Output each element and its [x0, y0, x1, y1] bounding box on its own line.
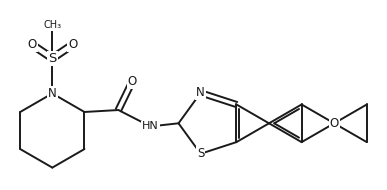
Text: O: O — [27, 38, 37, 51]
Text: N: N — [48, 87, 57, 100]
Text: O: O — [127, 75, 137, 88]
Text: S: S — [48, 52, 57, 65]
Text: HN: HN — [142, 121, 159, 131]
Text: O: O — [330, 117, 339, 130]
Text: O: O — [68, 38, 77, 51]
Text: N: N — [196, 86, 205, 99]
Text: CH₃: CH₃ — [43, 20, 62, 30]
Text: O: O — [330, 117, 339, 130]
Text: S: S — [197, 147, 204, 160]
